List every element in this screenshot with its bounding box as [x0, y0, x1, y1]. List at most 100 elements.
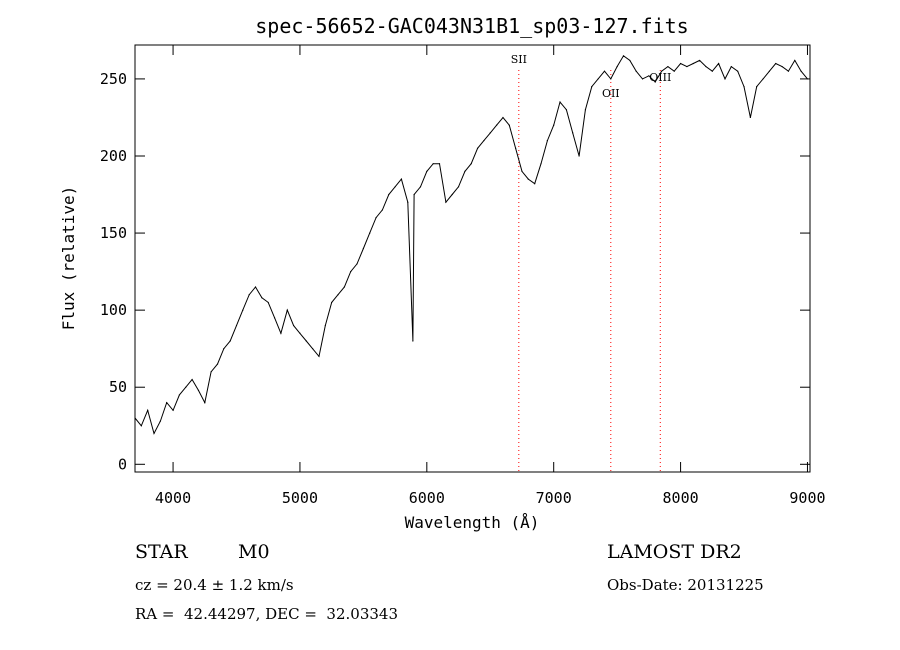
object-subclass: M0	[238, 541, 270, 563]
coordinates-text: RA = 42.44297, DEC = 32.03343	[135, 605, 399, 623]
flux-point	[451, 193, 453, 196]
flux-point	[806, 78, 809, 80]
flux-point	[756, 86, 758, 88]
flux-point	[787, 70, 790, 72]
flux-point	[432, 163, 434, 165]
flux-point	[242, 309, 244, 311]
flux-point	[159, 420, 161, 422]
flux-point	[724, 78, 726, 80]
flux-point	[800, 70, 802, 72]
y-tick-label: 0	[118, 455, 127, 473]
y-tick-label: 100	[100, 301, 127, 319]
flux-point	[584, 109, 587, 111]
flux-point	[337, 294, 339, 296]
y-tick-label: 50	[109, 378, 127, 396]
observation-date: Obs-Date: 20131225	[607, 576, 764, 594]
flux-point	[286, 309, 288, 311]
flux-point	[648, 75, 650, 77]
flux-point	[147, 409, 149, 411]
flux-point	[794, 59, 796, 62]
flux-point	[743, 86, 745, 88]
flux-point	[641, 78, 644, 80]
flux-point	[178, 394, 181, 396]
flux-point	[667, 65, 669, 68]
flux-point	[375, 217, 377, 219]
flux-point	[407, 201, 409, 203]
flux-point	[610, 78, 612, 80]
flux-point	[464, 170, 466, 173]
flux-point	[489, 132, 491, 134]
flux-point	[299, 332, 301, 334]
flux-point	[705, 65, 707, 68]
survey-name: LAMOST DR2	[607, 541, 742, 563]
flux-point	[686, 65, 688, 68]
flux-point	[356, 263, 358, 265]
flux-point	[718, 62, 720, 65]
flux-point	[140, 425, 142, 427]
x-tick-label: 6000	[409, 489, 445, 507]
flux-point	[350, 271, 352, 273]
flux-point	[388, 193, 390, 196]
flux-point	[775, 62, 777, 65]
flux-point	[559, 101, 561, 103]
x-tick-label: 7000	[536, 489, 572, 507]
flux-point	[229, 340, 231, 342]
flux-point	[369, 232, 371, 234]
y-tick-label: 150	[100, 224, 127, 242]
flux-point	[565, 109, 567, 111]
flux-point	[324, 324, 326, 327]
flux-point	[711, 70, 713, 72]
flux-point	[679, 62, 682, 65]
flux-point	[572, 132, 574, 134]
flux-point	[381, 209, 384, 211]
flux-point	[629, 59, 631, 62]
object-class: STAR	[135, 541, 188, 563]
x-tick-label: 9000	[789, 489, 825, 507]
y-axis-label: Flux (relative)	[59, 186, 78, 331]
flux-point	[692, 62, 694, 65]
flux-point	[318, 355, 320, 357]
x-tick-label: 8000	[663, 489, 699, 507]
flux-point	[496, 124, 498, 126]
flux-point	[280, 332, 282, 334]
line-marker-label: OIII	[649, 71, 671, 84]
flux-point	[762, 78, 764, 80]
flux-point	[400, 178, 403, 180]
flux-point	[635, 70, 637, 72]
flux-line	[134, 55, 808, 435]
redshift-text: cz = 20.4 ± 1.2 km/s	[135, 576, 294, 594]
flux-point	[292, 324, 295, 327]
flux-point	[546, 139, 548, 142]
flux-point	[419, 186, 422, 188]
flux-series	[134, 55, 809, 435]
flux-point	[426, 170, 428, 173]
y-tick-label: 250	[100, 70, 127, 88]
flux-point	[578, 155, 580, 157]
x-tick-label: 4000	[155, 489, 191, 507]
flux-point	[210, 371, 212, 373]
flux-point	[730, 65, 732, 68]
line-marker-label: SII	[511, 53, 527, 66]
flux-point	[166, 402, 168, 404]
flux-point	[654, 81, 656, 83]
flux-point	[470, 163, 472, 165]
flux-point	[153, 432, 155, 435]
flux-point	[412, 340, 414, 342]
flux-point	[591, 86, 593, 88]
flux-point	[476, 147, 479, 149]
flux-point	[438, 163, 441, 165]
flux-point	[768, 70, 770, 72]
flux-point	[699, 59, 701, 62]
chart-title: spec-56652-GAC043N31B1_sp03-127.fits	[255, 14, 688, 38]
flux-point	[660, 70, 663, 72]
flux-point	[673, 70, 675, 72]
flux-point	[616, 65, 618, 68]
flux-point	[267, 301, 269, 304]
flux-point	[305, 340, 307, 342]
flux-point	[273, 317, 276, 319]
flux-point	[502, 116, 504, 119]
x-tick-label: 5000	[282, 489, 318, 507]
flux-point	[185, 386, 187, 388]
flux-point	[445, 201, 447, 203]
